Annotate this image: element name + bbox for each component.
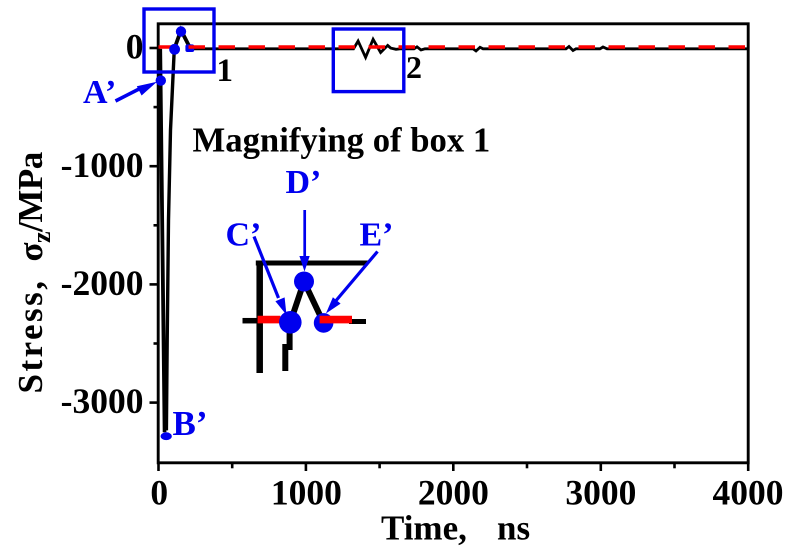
svg-text:E’: E’ — [360, 217, 394, 254]
svg-text:D’: D’ — [286, 164, 322, 201]
svg-text:3000: 3000 — [565, 473, 636, 513]
svg-text:2000: 2000 — [418, 473, 489, 513]
svg-text:Time,: Time, — [381, 509, 467, 548]
svg-text:C’: C’ — [226, 217, 262, 254]
svg-text:-3000: -3000 — [61, 381, 144, 421]
svg-text:B’: B’ — [173, 404, 208, 443]
svg-text:2: 2 — [406, 49, 422, 85]
svg-text:-1000: -1000 — [61, 145, 144, 185]
svg-text:1000: 1000 — [271, 473, 342, 513]
svg-text:σz/MPa: σz/MPa — [11, 152, 56, 261]
svg-text:Stress,: Stress, — [11, 278, 50, 393]
svg-text:0: 0 — [126, 27, 144, 67]
svg-text:1: 1 — [217, 53, 234, 89]
svg-text:Magnifying of box 1: Magnifying of box 1 — [193, 121, 491, 160]
svg-text:ns: ns — [497, 509, 530, 548]
svg-text:A’: A’ — [83, 74, 116, 111]
svg-text:4000: 4000 — [713, 473, 784, 513]
svg-text:0: 0 — [150, 473, 168, 513]
svg-text:-2000: -2000 — [61, 263, 144, 303]
